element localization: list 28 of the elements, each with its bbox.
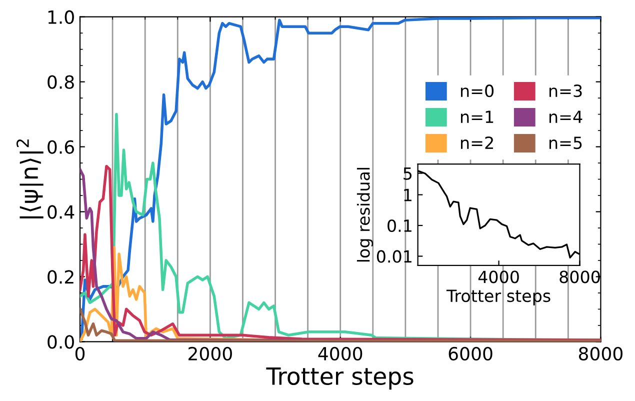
x-tick-label: 8000 xyxy=(560,270,600,284)
y-tick-label: 0.1 xyxy=(388,219,412,232)
legend-label: n=4 xyxy=(549,110,582,123)
x-tick-label: 4000 xyxy=(318,346,362,360)
legend-label: n=3 xyxy=(549,84,582,98)
y-tick-label: 0.6 xyxy=(48,140,74,154)
y-axis-title: |⟨ψ|n⟩|$^{2}$ xyxy=(16,139,44,218)
y-axis-title: log residual xyxy=(356,168,374,262)
x-tick-label: 8000 xyxy=(578,346,622,360)
y-tick-label: 1 xyxy=(404,188,412,202)
x-tick-label: 0 xyxy=(75,346,85,360)
legend-label: n=0 xyxy=(461,84,494,98)
y-tick-label: 5 xyxy=(404,167,412,180)
x-axis-title: Trotter steps xyxy=(266,367,414,390)
y-tick-label: 0.2 xyxy=(48,270,74,284)
y-tick-label: 0.0 xyxy=(48,335,74,349)
y-tick-label: 0.4 xyxy=(48,205,74,219)
x-axis-title: Trotter steps xyxy=(446,290,550,306)
line-series xyxy=(80,16,601,340)
x-tick-label: 2000 xyxy=(188,346,232,360)
legend-label: n=1 xyxy=(461,110,494,123)
legend-label: n=5 xyxy=(549,136,582,150)
x-tick-label: 4000 xyxy=(478,270,519,284)
y-tick-label: 0.8 xyxy=(48,75,74,89)
x-tick-label: 6000 xyxy=(448,346,492,360)
legend-label: n=2 xyxy=(461,136,493,149)
y-tick-label: 0.01 xyxy=(376,250,412,263)
y-tick-label: 1.0 xyxy=(48,10,74,24)
